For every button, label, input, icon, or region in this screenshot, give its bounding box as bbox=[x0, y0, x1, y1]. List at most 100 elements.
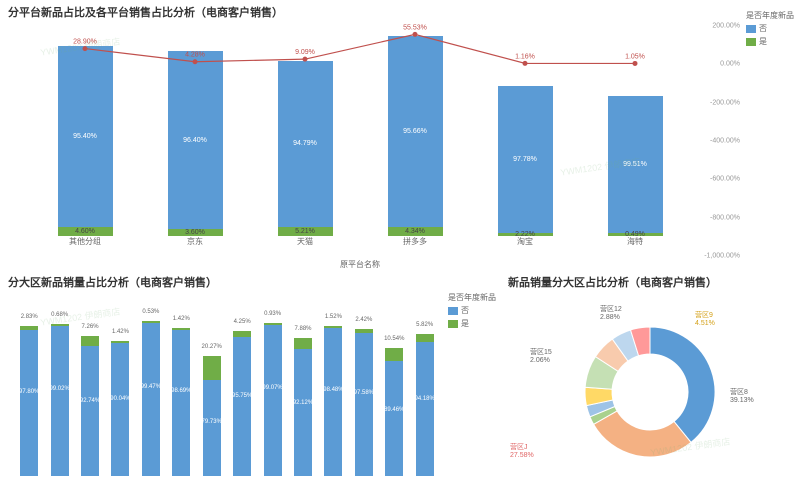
legend-label-yes: 是 bbox=[759, 36, 767, 47]
bar-seg-no: 99.47% bbox=[142, 323, 160, 476]
chart1-line: 28.90% 4.28% 9.09% 55.53% 1.16% 1.05% bbox=[30, 26, 690, 236]
chart1-line-point bbox=[633, 61, 638, 66]
chart3-title: 新品销量分大区占比分析（电商客户销售） bbox=[500, 270, 800, 292]
chart1-y2-axis: 200.00% 0.00% -200.00% -400.00% -600.00%… bbox=[695, 26, 740, 256]
chart2-legend: 是否年度新品 否 是 bbox=[448, 292, 496, 331]
chart2-bar-group: 4.25%95.75% bbox=[231, 331, 253, 476]
y2-tick: -1,000.00% bbox=[704, 253, 740, 260]
bar-seg-no: 94.18% bbox=[416, 342, 434, 476]
bar-top-label: 0.53% bbox=[142, 309, 159, 315]
bar-mid-label: 97.80% bbox=[19, 389, 39, 395]
chart2-title: 分大区新品销量占比分析（电商客户销售） bbox=[0, 270, 500, 292]
chart1-line-label: 9.09% bbox=[295, 49, 315, 56]
chart1-line-point bbox=[193, 59, 198, 64]
chart2-bars: 2.83%97.80%0.68%99.02%7.26%92.74%1.42%90… bbox=[14, 310, 440, 476]
bar-seg-no: 92.12% bbox=[294, 349, 312, 476]
bar-mid-label: 89.46% bbox=[384, 407, 404, 413]
bar-top-label: 20.27% bbox=[202, 344, 222, 350]
y2-tick: -600.00% bbox=[710, 176, 740, 183]
chart2-plot-area: 2.83%97.80%0.68%99.02%7.26%92.74%1.42%90… bbox=[14, 296, 440, 486]
chart3-plot-area: 营区839.13% 营区J27.58% 营区152.06% 营区122.88% 营区94… bbox=[500, 292, 800, 482]
bottom-row: 分大区新品销量占比分析（电商客户销售） 2.83%97.80%0.68%99.0… bbox=[0, 270, 800, 500]
legend-swatch-no bbox=[448, 307, 458, 315]
bar-mid-label: 92.74% bbox=[80, 398, 100, 404]
bar-mid-label: 99.47% bbox=[141, 384, 161, 390]
bar-top-label: 1.52% bbox=[325, 314, 342, 320]
bar-seg-yes bbox=[385, 348, 403, 361]
bar-mid-label: 99.02% bbox=[49, 386, 69, 392]
donut-slice-label: 营区839.13% bbox=[730, 387, 754, 404]
chart1-line-label: 1.05% bbox=[625, 53, 645, 60]
bar-mid-label: 99.07% bbox=[262, 385, 282, 391]
bar-seg-no: 90.04% bbox=[111, 343, 129, 476]
bar-seg-no: 99.07% bbox=[264, 325, 282, 476]
bar-mid-label: 98.48% bbox=[323, 387, 343, 393]
chart1-line-point bbox=[523, 61, 528, 66]
chart2-bar-group: 1.52%98.48% bbox=[322, 326, 344, 476]
legend-item-yes: 是 bbox=[746, 36, 794, 47]
y2-tick: 200.00% bbox=[712, 23, 740, 30]
bar-top-label: 5.82% bbox=[416, 322, 433, 328]
chart2-bar-group: 2.42%97.58% bbox=[353, 329, 375, 476]
bar-seg-no: 97.58% bbox=[355, 333, 373, 476]
chart1-xtick: 淘宝 bbox=[495, 236, 555, 256]
bar-top-label: 10.54% bbox=[384, 336, 404, 342]
donut-slice-label: 营区122.88% bbox=[600, 304, 622, 321]
chart1-legend: 是否年度新品 否 是 bbox=[746, 10, 794, 49]
legend-item-no: 否 bbox=[746, 23, 794, 34]
chart2-bar-group: 10.54%89.46% bbox=[383, 348, 405, 476]
bar-top-label: 2.83% bbox=[21, 314, 38, 320]
chart1-line-label: 55.53% bbox=[403, 24, 427, 31]
bar-seg-no: 98.69% bbox=[172, 330, 190, 476]
legend-label-yes: 是 bbox=[461, 318, 469, 329]
chart1-line-label: 28.90% bbox=[73, 39, 97, 46]
bar-top-label: 7.26% bbox=[82, 324, 99, 330]
bar-mid-label: 95.75% bbox=[232, 393, 252, 399]
donut-slice bbox=[594, 411, 691, 457]
donut-slice-label: 营区94.51% bbox=[695, 310, 715, 327]
donut-slice bbox=[650, 327, 715, 442]
chart2-bar-group: 1.42%90.04% bbox=[109, 341, 131, 476]
y2-tick: 0.00% bbox=[720, 61, 740, 68]
legend-item-yes: 是 bbox=[448, 318, 496, 329]
chart1-xtick: 拼多多 bbox=[385, 236, 445, 256]
bar-mid-label: 97.58% bbox=[354, 390, 374, 396]
legend-title: 是否年度新品 bbox=[448, 292, 496, 303]
bar-mid-label: 92.12% bbox=[293, 400, 313, 406]
chart1-title: 分平台新品占比及各平台销售占比分析（电商客户销售） bbox=[0, 0, 800, 22]
bar-seg-no: 89.46% bbox=[385, 361, 403, 476]
chart1-line-label: 4.28% bbox=[185, 52, 205, 59]
legend-title: 是否年度新品 bbox=[746, 10, 794, 21]
platform-analysis-panel: 分平台新品占比及各平台销售占比分析（电商客户销售） 200.00% 0.00% … bbox=[0, 0, 800, 270]
y2-tick: -400.00% bbox=[710, 138, 740, 145]
bar-seg-no: 97.80% bbox=[20, 330, 38, 476]
bar-top-label: 1.42% bbox=[112, 329, 129, 335]
chart2-bar-group: 2.83%97.80% bbox=[18, 326, 40, 476]
bar-seg-no: 99.02% bbox=[51, 326, 69, 476]
bar-seg-yes bbox=[81, 336, 99, 346]
chart1-xtick: 天猫 bbox=[275, 236, 335, 256]
region-donut-panel: 新品销量分大区占比分析（电商客户销售） 营区839.13%营区J27.58%营区… bbox=[500, 270, 800, 500]
region-bar-panel: 分大区新品销量占比分析（电商客户销售） 2.83%97.80%0.68%99.0… bbox=[0, 270, 500, 500]
legend-swatch-no bbox=[746, 25, 756, 33]
bar-seg-yes bbox=[203, 356, 221, 380]
chart1-line-point bbox=[413, 32, 418, 37]
chart1-xaxis: 其他分组京东天猫拼多多淘宝海特 bbox=[30, 236, 690, 256]
legend-label-no: 否 bbox=[759, 23, 767, 34]
chart1-plot-area: 200.00% 0.00% -200.00% -400.00% -600.00%… bbox=[30, 26, 690, 256]
bar-seg-no: 92.74% bbox=[81, 346, 99, 476]
bar-top-label: 4.25% bbox=[234, 319, 251, 325]
bar-seg-no: 95.75% bbox=[233, 337, 251, 476]
bar-mid-label: 79.73% bbox=[202, 419, 222, 425]
chart2-bar-group: 20.27%79.73% bbox=[201, 356, 223, 476]
y2-tick: -800.00% bbox=[710, 214, 740, 221]
y2-tick: -200.00% bbox=[710, 99, 740, 106]
chart1-xaxis-label: 原平台名称 bbox=[340, 259, 380, 270]
donut-slice-label: 营区J27.58% bbox=[510, 442, 534, 459]
chart1-xtick: 京东 bbox=[165, 236, 225, 256]
donut-slice-label: 营区152.06% bbox=[530, 347, 552, 364]
legend-swatch-yes bbox=[746, 38, 756, 46]
chart1-line-label: 1.16% bbox=[515, 53, 535, 60]
chart2-bar-group: 7.88%92.12% bbox=[292, 338, 314, 476]
bar-top-label: 0.93% bbox=[264, 311, 281, 317]
